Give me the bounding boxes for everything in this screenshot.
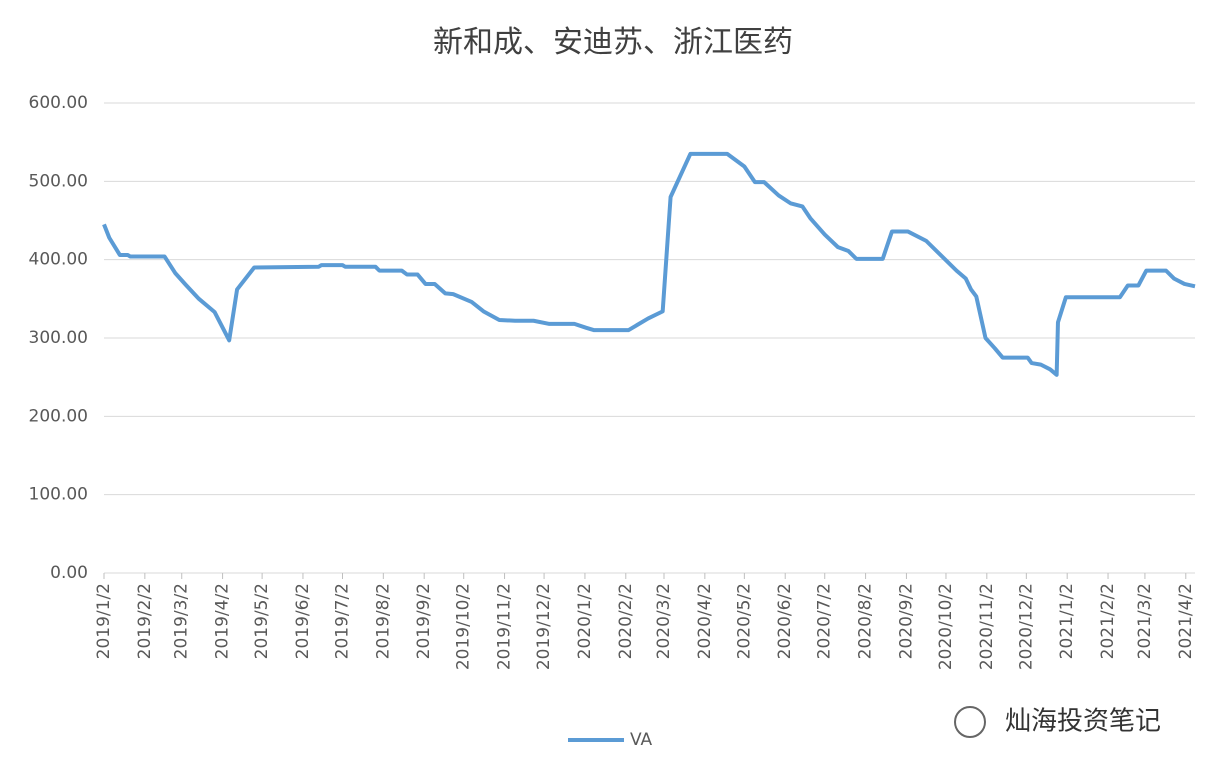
x-tick-label: 2020/7/2 bbox=[815, 583, 835, 659]
x-tick-label: 2021/3/2 bbox=[1135, 583, 1155, 659]
x-tick-label: 2020/11/2 bbox=[977, 583, 997, 670]
x-tick-label: 2019/3/2 bbox=[172, 583, 192, 659]
x-tick-label: 2021/1/2 bbox=[1057, 583, 1077, 659]
x-tick-label: 2019/7/2 bbox=[332, 583, 352, 659]
y-tick-label: 100.00 bbox=[29, 485, 88, 505]
x-tick-label: 2020/2/2 bbox=[616, 583, 636, 659]
x-tick-label: 2019/2/2 bbox=[135, 583, 155, 659]
x-tick-label: 2019/12/2 bbox=[534, 583, 554, 670]
x-tick-label: 2019/1/2 bbox=[94, 583, 114, 659]
x-tick-label: 2019/11/2 bbox=[495, 583, 515, 670]
x-tick-label: 2019/10/2 bbox=[454, 583, 474, 670]
x-tick-label: 2019/5/2 bbox=[252, 583, 272, 659]
x-tick-label: 2020/4/2 bbox=[695, 583, 715, 659]
x-tick-label: 2019/6/2 bbox=[293, 583, 313, 659]
watermark-text: 灿海投资笔记 bbox=[1005, 707, 1161, 737]
y-tick-label: 0.00 bbox=[50, 563, 88, 583]
x-tick-label: 2020/10/2 bbox=[936, 583, 956, 670]
x-tick-label: 2020/9/2 bbox=[896, 583, 916, 659]
y-tick-label: 200.00 bbox=[29, 406, 88, 426]
x-tick-label: 2019/9/2 bbox=[414, 583, 434, 659]
y-tick-label: 500.00 bbox=[29, 171, 88, 191]
x-tick-label: 2019/4/2 bbox=[213, 583, 233, 659]
x-tick-label: 2020/6/2 bbox=[775, 583, 795, 659]
x-tick-label: 2020/1/2 bbox=[575, 583, 595, 659]
x-tick-label: 2019/8/2 bbox=[373, 583, 393, 659]
x-tick-label: 2020/8/2 bbox=[856, 583, 876, 659]
y-tick-label: 300.00 bbox=[29, 328, 88, 348]
data-line bbox=[102, 151, 1196, 377]
y-tick-label: 400.00 bbox=[29, 250, 88, 270]
x-tick-label: 2020/3/2 bbox=[654, 583, 674, 659]
watermark-icon bbox=[954, 706, 986, 738]
x-tick-label: 2021/2/2 bbox=[1098, 583, 1118, 659]
x-tick-label: 2021/4/2 bbox=[1176, 583, 1196, 659]
y-tick-label: 600.00 bbox=[29, 93, 88, 113]
watermark: 灿海投资笔记 bbox=[954, 706, 1161, 738]
legend-label: VA bbox=[630, 730, 653, 750]
chart-title: 新和成、安迪苏、浙江医药 bbox=[433, 25, 793, 60]
x-tick-label: 2020/12/2 bbox=[1016, 583, 1036, 670]
x-tick-label: 2020/5/2 bbox=[734, 583, 754, 659]
